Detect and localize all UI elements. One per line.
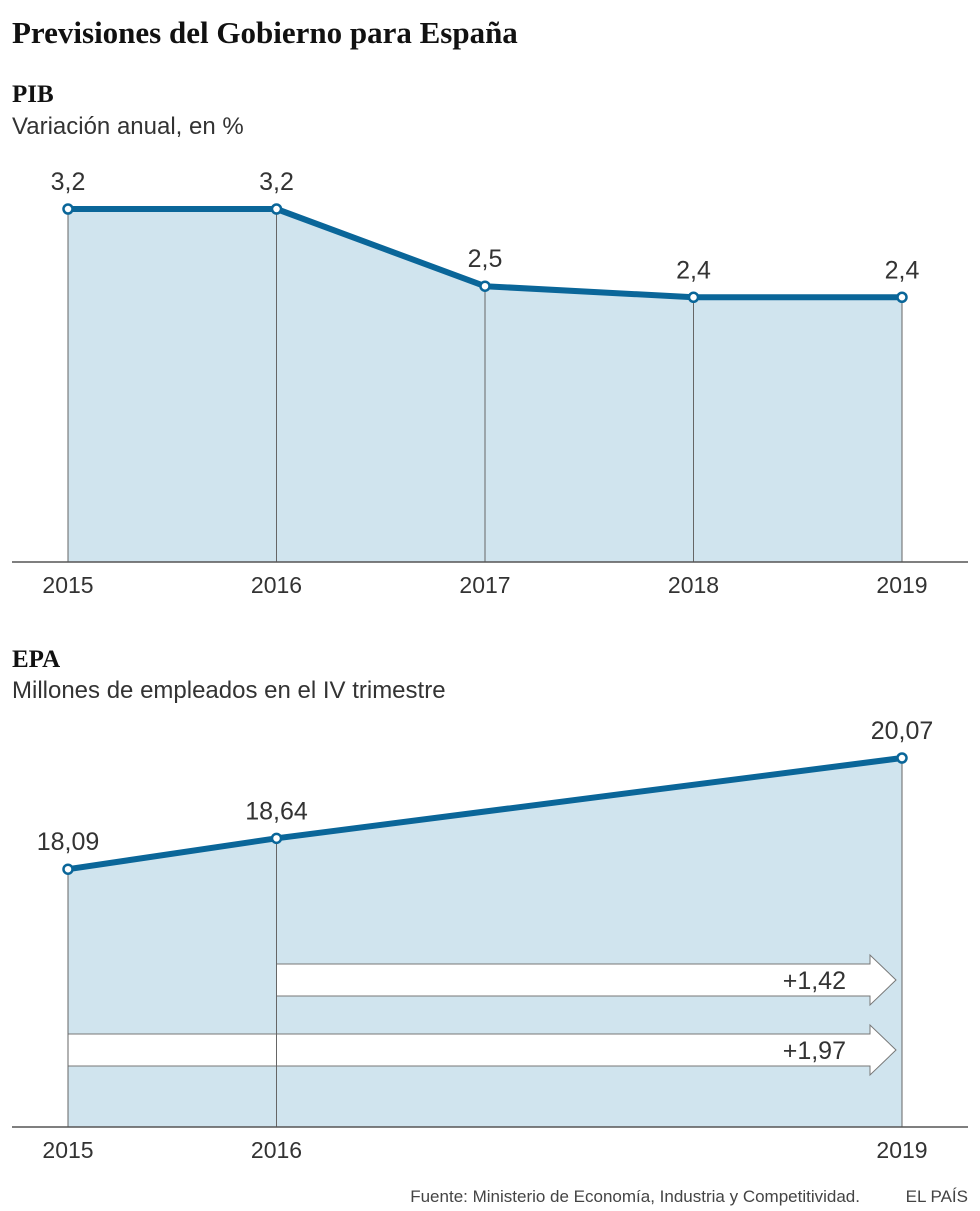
epa-change-arrow (67, 1023, 897, 1077)
pib-x-tick: 2019 (876, 572, 927, 598)
pib-title: PIB (12, 81, 54, 108)
epa-x-tick: 2019 (876, 1137, 927, 1163)
pib-point (687, 291, 700, 303)
epa-point (62, 863, 74, 875)
source-note: Fuente: Ministerio de Economía, Industri… (410, 1187, 860, 1206)
pib-x-tick: 2016 (251, 572, 302, 598)
epa-subtitle: Millones de empleados en el IV trimestre (12, 677, 446, 704)
pib-point (62, 203, 74, 215)
pib-subtitle: Variación anual, en % (12, 113, 244, 140)
epa-change-arrow (276, 953, 897, 1007)
epa-x-tick: 2015 (42, 1137, 93, 1163)
pib-data-label: 2,4 (885, 256, 920, 284)
epa-plot-area: +1,42 +1,97 18,09 2015 18,64 2016 20,07 2019 (12, 717, 968, 1163)
epa-point (270, 832, 283, 845)
pib-data-label: 2,4 (676, 256, 711, 284)
pib-plot-area: 3,2 2015 3,2 2016 2,5 2017 2,4 2018 2,4 2019 (12, 168, 968, 598)
chart-title: Previsiones del Gobierno para España (12, 15, 518, 50)
epa-data-label: 18,64 (245, 797, 308, 825)
epa-x-tick: 2016 (251, 1137, 302, 1163)
pib-panel: PIB Variación anual, en % 3,2 2015 3,2 2016… (12, 81, 968, 598)
pib-data-label: 3,2 (259, 168, 294, 196)
epa-title: EPA (12, 646, 60, 673)
pib-data-label: 3,2 (51, 168, 86, 196)
pib-x-tick: 2015 (42, 572, 93, 598)
pib-point (896, 291, 908, 303)
brand-name: EL PAÍS (906, 1187, 968, 1206)
epa-change-label: +1,97 (783, 1037, 846, 1065)
pib-data-label: 2,5 (468, 245, 503, 273)
pib-x-tick: 2018 (668, 572, 719, 598)
epa-data-label: 18,09 (37, 828, 100, 856)
epa-change-label: +1,42 (783, 967, 846, 995)
epa-data-label: 20,07 (871, 717, 934, 745)
pib-x-tick: 2017 (459, 572, 510, 598)
epa-panel: EPA Millones de empleados en el IV trime… (12, 646, 968, 1163)
pib-point (479, 280, 491, 292)
epa-point (896, 752, 908, 764)
pib-point (270, 203, 283, 215)
